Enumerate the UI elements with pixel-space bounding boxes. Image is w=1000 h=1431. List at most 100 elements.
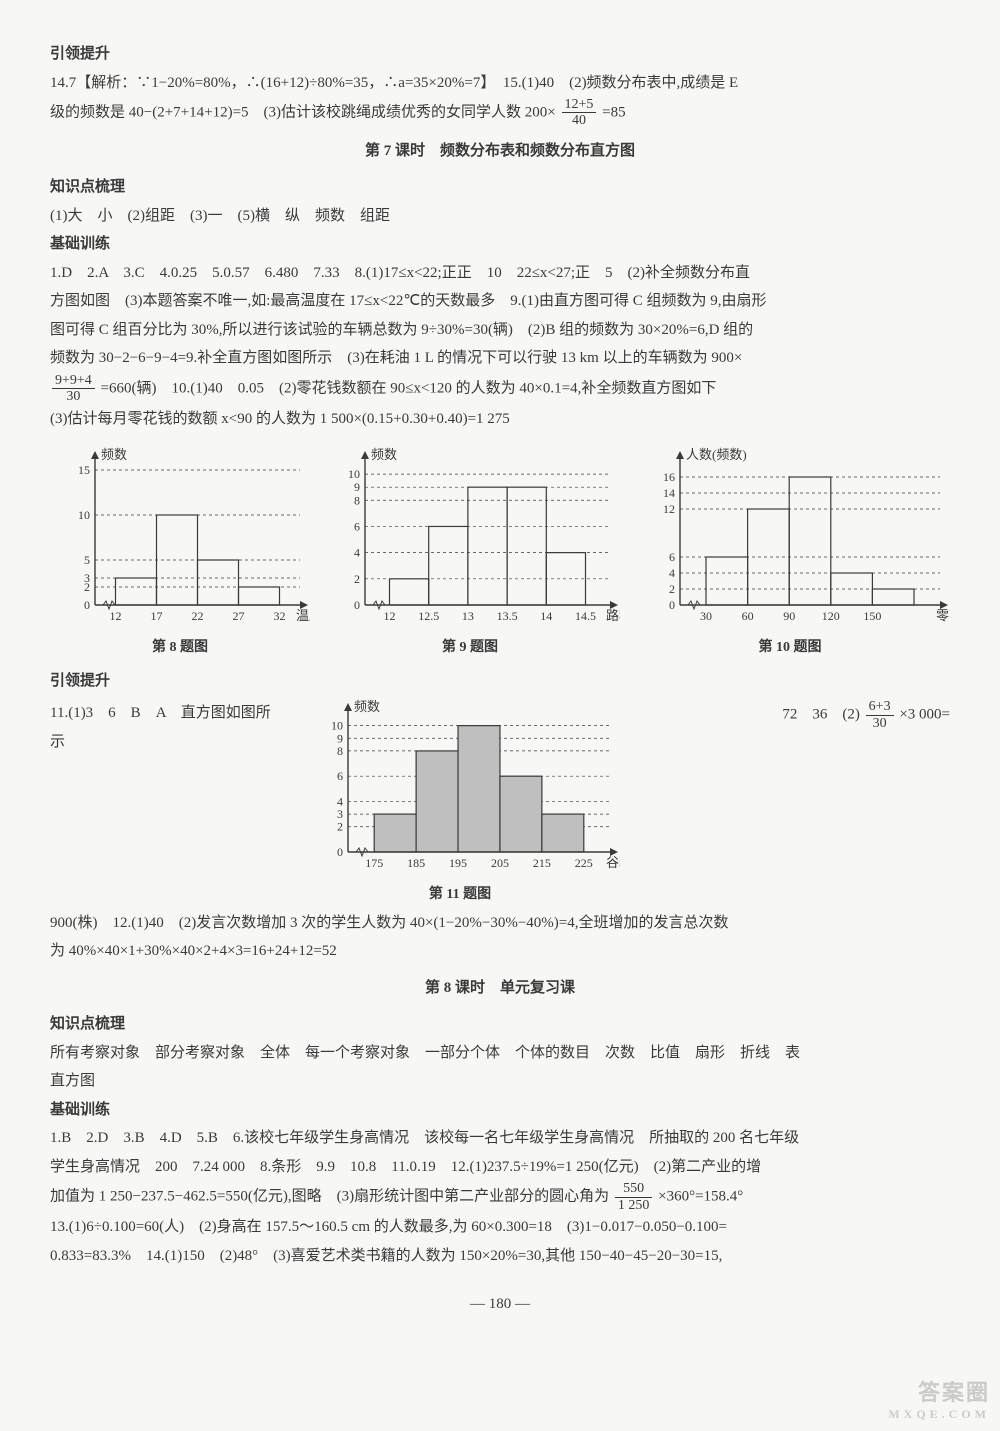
svg-text:路程/km: 路程/km — [606, 608, 620, 623]
fraction: 12+5 40 — [562, 97, 597, 129]
svg-text:13.5: 13.5 — [497, 609, 518, 623]
svg-text:人数(频数): 人数(频数) — [686, 447, 747, 462]
text-line: 900(株) 12.(1)40 (2)发言次数增加 3 次的学生人数为 40×(… — [50, 909, 950, 938]
svg-text:32: 32 — [274, 609, 286, 623]
svg-text:0: 0 — [84, 598, 90, 612]
text-span: =660(辆) 10.(1)40 0.05 (2)零花钱数额在 90≤x<120… — [101, 380, 717, 396]
chart-svg: 246891001212.51313.51414.5频数路程/km — [320, 443, 620, 633]
svg-text:0: 0 — [354, 598, 360, 612]
svg-text:13: 13 — [462, 609, 474, 623]
text-line: 直方图 — [50, 1067, 950, 1096]
svg-text:0: 0 — [669, 598, 675, 612]
svg-text:频数: 频数 — [371, 447, 397, 462]
svg-text:4: 4 — [337, 795, 343, 809]
svg-text:30: 30 — [700, 609, 712, 623]
section-heading: 知识点梳理 — [50, 173, 950, 202]
chart-caption: 第 10 题图 — [759, 635, 822, 662]
chart-svg: 2461214160306090120150人数(频数)零花钱数额/元 — [630, 443, 950, 633]
svg-text:10: 10 — [78, 508, 90, 522]
svg-text:12: 12 — [110, 609, 122, 623]
svg-text:4: 4 — [354, 546, 360, 560]
text-line: 级的频数是 40−(2+7+14+12)=5 (3)估计该校跳绳成绩优秀的女同学… — [50, 97, 950, 129]
svg-text:8: 8 — [354, 493, 360, 507]
section-heading: 引领提升 — [50, 667, 950, 696]
svg-text:17: 17 — [151, 609, 163, 623]
text-line: 所有考察对象 部分考察对象 全体 每一个考察对象 一部分个体 个体的数目 次数 … — [50, 1039, 950, 1068]
charts-row: 235101501217222732频数温度/℃ 第 8 题图 24689100… — [50, 443, 950, 662]
watermark-text: 答案圈 — [918, 1380, 990, 1405]
text-line: 13.(1)6÷0.100=60(人) (2)身高在 157.5～160.5 c… — [50, 1213, 950, 1242]
text-line: 14.7【解析：∵1−20%=80%，∴(16+12)÷80%=35，∴a=35… — [50, 69, 950, 98]
svg-text:9: 9 — [354, 480, 360, 494]
chart-10: 2461214160306090120150人数(频数)零花钱数额/元 第 10… — [630, 443, 950, 662]
lesson-title: 第 8 课时 单元复习课 — [50, 974, 950, 1003]
section-heading: 知识点梳理 — [50, 1010, 950, 1039]
fraction: 9+9+4 30 — [52, 373, 95, 405]
page-number: — 180 — — [50, 1290, 950, 1319]
svg-text:150: 150 — [863, 609, 881, 623]
watermark-sub: MXQE.COM — [888, 1407, 990, 1421]
svg-text:谷粒数/颗: 谷粒数/颗 — [606, 855, 620, 870]
svg-text:12: 12 — [384, 609, 396, 623]
svg-text:16: 16 — [663, 470, 675, 484]
svg-text:12: 12 — [663, 502, 675, 516]
svg-text:温度/℃: 温度/℃ — [296, 608, 310, 623]
svg-text:零花钱数额/元: 零花钱数额/元 — [936, 608, 950, 623]
chart-caption: 第 11 题图 — [429, 882, 491, 909]
fraction: 6+3 30 — [866, 699, 894, 731]
svg-text:6: 6 — [354, 520, 360, 534]
svg-text:频数: 频数 — [354, 699, 380, 714]
text-line: 频数为 30−2−6−9−4=9.补全直方图如图所示 (3)在耗油 1 L 的情… — [50, 344, 950, 373]
text-span: =85 — [602, 104, 625, 120]
svg-text:9: 9 — [337, 731, 343, 745]
chart-8: 235101501217222732频数温度/℃ 第 8 题图 — [50, 443, 310, 662]
fraction: 550 1 250 — [615, 1181, 653, 1213]
svg-text:14: 14 — [663, 486, 675, 500]
svg-text:60: 60 — [742, 609, 754, 623]
chart-11: 234689100175185195205215225频数谷粒数/颗 第 11 … — [300, 695, 620, 909]
chart-caption: 第 8 题图 — [152, 635, 208, 662]
watermark: 答案圈 MXQE.COM — [888, 1380, 990, 1421]
chart-svg: 235101501217222732频数温度/℃ — [50, 443, 310, 633]
text-span: 加值为 1 250−237.5−462.5=550(亿元),图略 (3)扇形统计… — [50, 1189, 609, 1205]
text-line: 1.D 2.A 3.C 4.0.25 5.0.57 6.480 7.33 8.(… — [50, 259, 950, 288]
svg-text:3: 3 — [84, 571, 90, 585]
text-line: 加值为 1 250−237.5−462.5=550(亿元),图略 (3)扇形统计… — [50, 1181, 950, 1213]
svg-text:27: 27 — [233, 609, 245, 623]
fraction-num: 550 — [615, 1181, 653, 1197]
svg-text:2: 2 — [354, 572, 360, 586]
text-line: 72 36 (2) 6+3 30 ×3 000= — [640, 695, 950, 731]
svg-text:14: 14 — [540, 609, 552, 623]
svg-text:15: 15 — [78, 463, 90, 477]
text-line: (3)估计每月零花钱的数额 x<90 的人数为 1 500×(0.15+0.30… — [50, 405, 950, 434]
svg-text:175: 175 — [365, 856, 383, 870]
svg-text:4: 4 — [669, 566, 675, 580]
text-line: 9+9+4 30 =660(辆) 10.(1)40 0.05 (2)零花钱数额在… — [50, 373, 950, 405]
svg-text:195: 195 — [449, 856, 467, 870]
section-heading: 基础训练 — [50, 230, 950, 259]
fraction-den: 1 250 — [615, 1198, 653, 1213]
svg-text:5: 5 — [84, 553, 90, 567]
svg-text:频数: 频数 — [101, 447, 127, 462]
text-span: ×360°=158.4° — [658, 1189, 743, 1205]
text-line: (1)大 小 (2)组距 (3)一 (5)横 纵 频数 组距 — [50, 202, 950, 231]
chart-9: 246891001212.51313.51414.5频数路程/km 第 9 题图 — [320, 443, 620, 662]
text-line: 方图如图 (3)本题答案不唯一,如:最高温度在 17≤x<22℃的天数最多 9.… — [50, 287, 950, 316]
svg-text:120: 120 — [822, 609, 840, 623]
fraction-den: 30 — [866, 716, 894, 731]
section-heading: 基础训练 — [50, 1096, 950, 1125]
svg-text:12.5: 12.5 — [418, 609, 439, 623]
svg-text:6: 6 — [337, 769, 343, 783]
lesson-title: 第 7 课时 频数分布表和频数分布直方图 — [50, 137, 950, 166]
svg-text:10: 10 — [348, 467, 360, 481]
text-line: 学生身高情况 200 7.24 000 8.条形 9.9 10.8 11.0.1… — [50, 1153, 950, 1182]
chart-svg: 234689100175185195205215225频数谷粒数/颗 — [300, 695, 620, 880]
svg-text:215: 215 — [533, 856, 551, 870]
text-line: 1.B 2.D 3.B 4.D 5.B 6.该校七年级学生身高情况 该校每一名七… — [50, 1124, 950, 1153]
text-line: 图可得 C 组百分比为 30%,所以进行该试验的车辆总数为 9÷30%=30(辆… — [50, 316, 950, 345]
svg-text:10: 10 — [331, 719, 343, 733]
section-heading: 引领提升 — [50, 40, 950, 69]
svg-text:0: 0 — [337, 845, 343, 859]
svg-text:22: 22 — [192, 609, 204, 623]
text-line: 0.833=83.3% 14.(1)150 (2)48° (3)喜爱艺术类书籍的… — [50, 1242, 950, 1271]
